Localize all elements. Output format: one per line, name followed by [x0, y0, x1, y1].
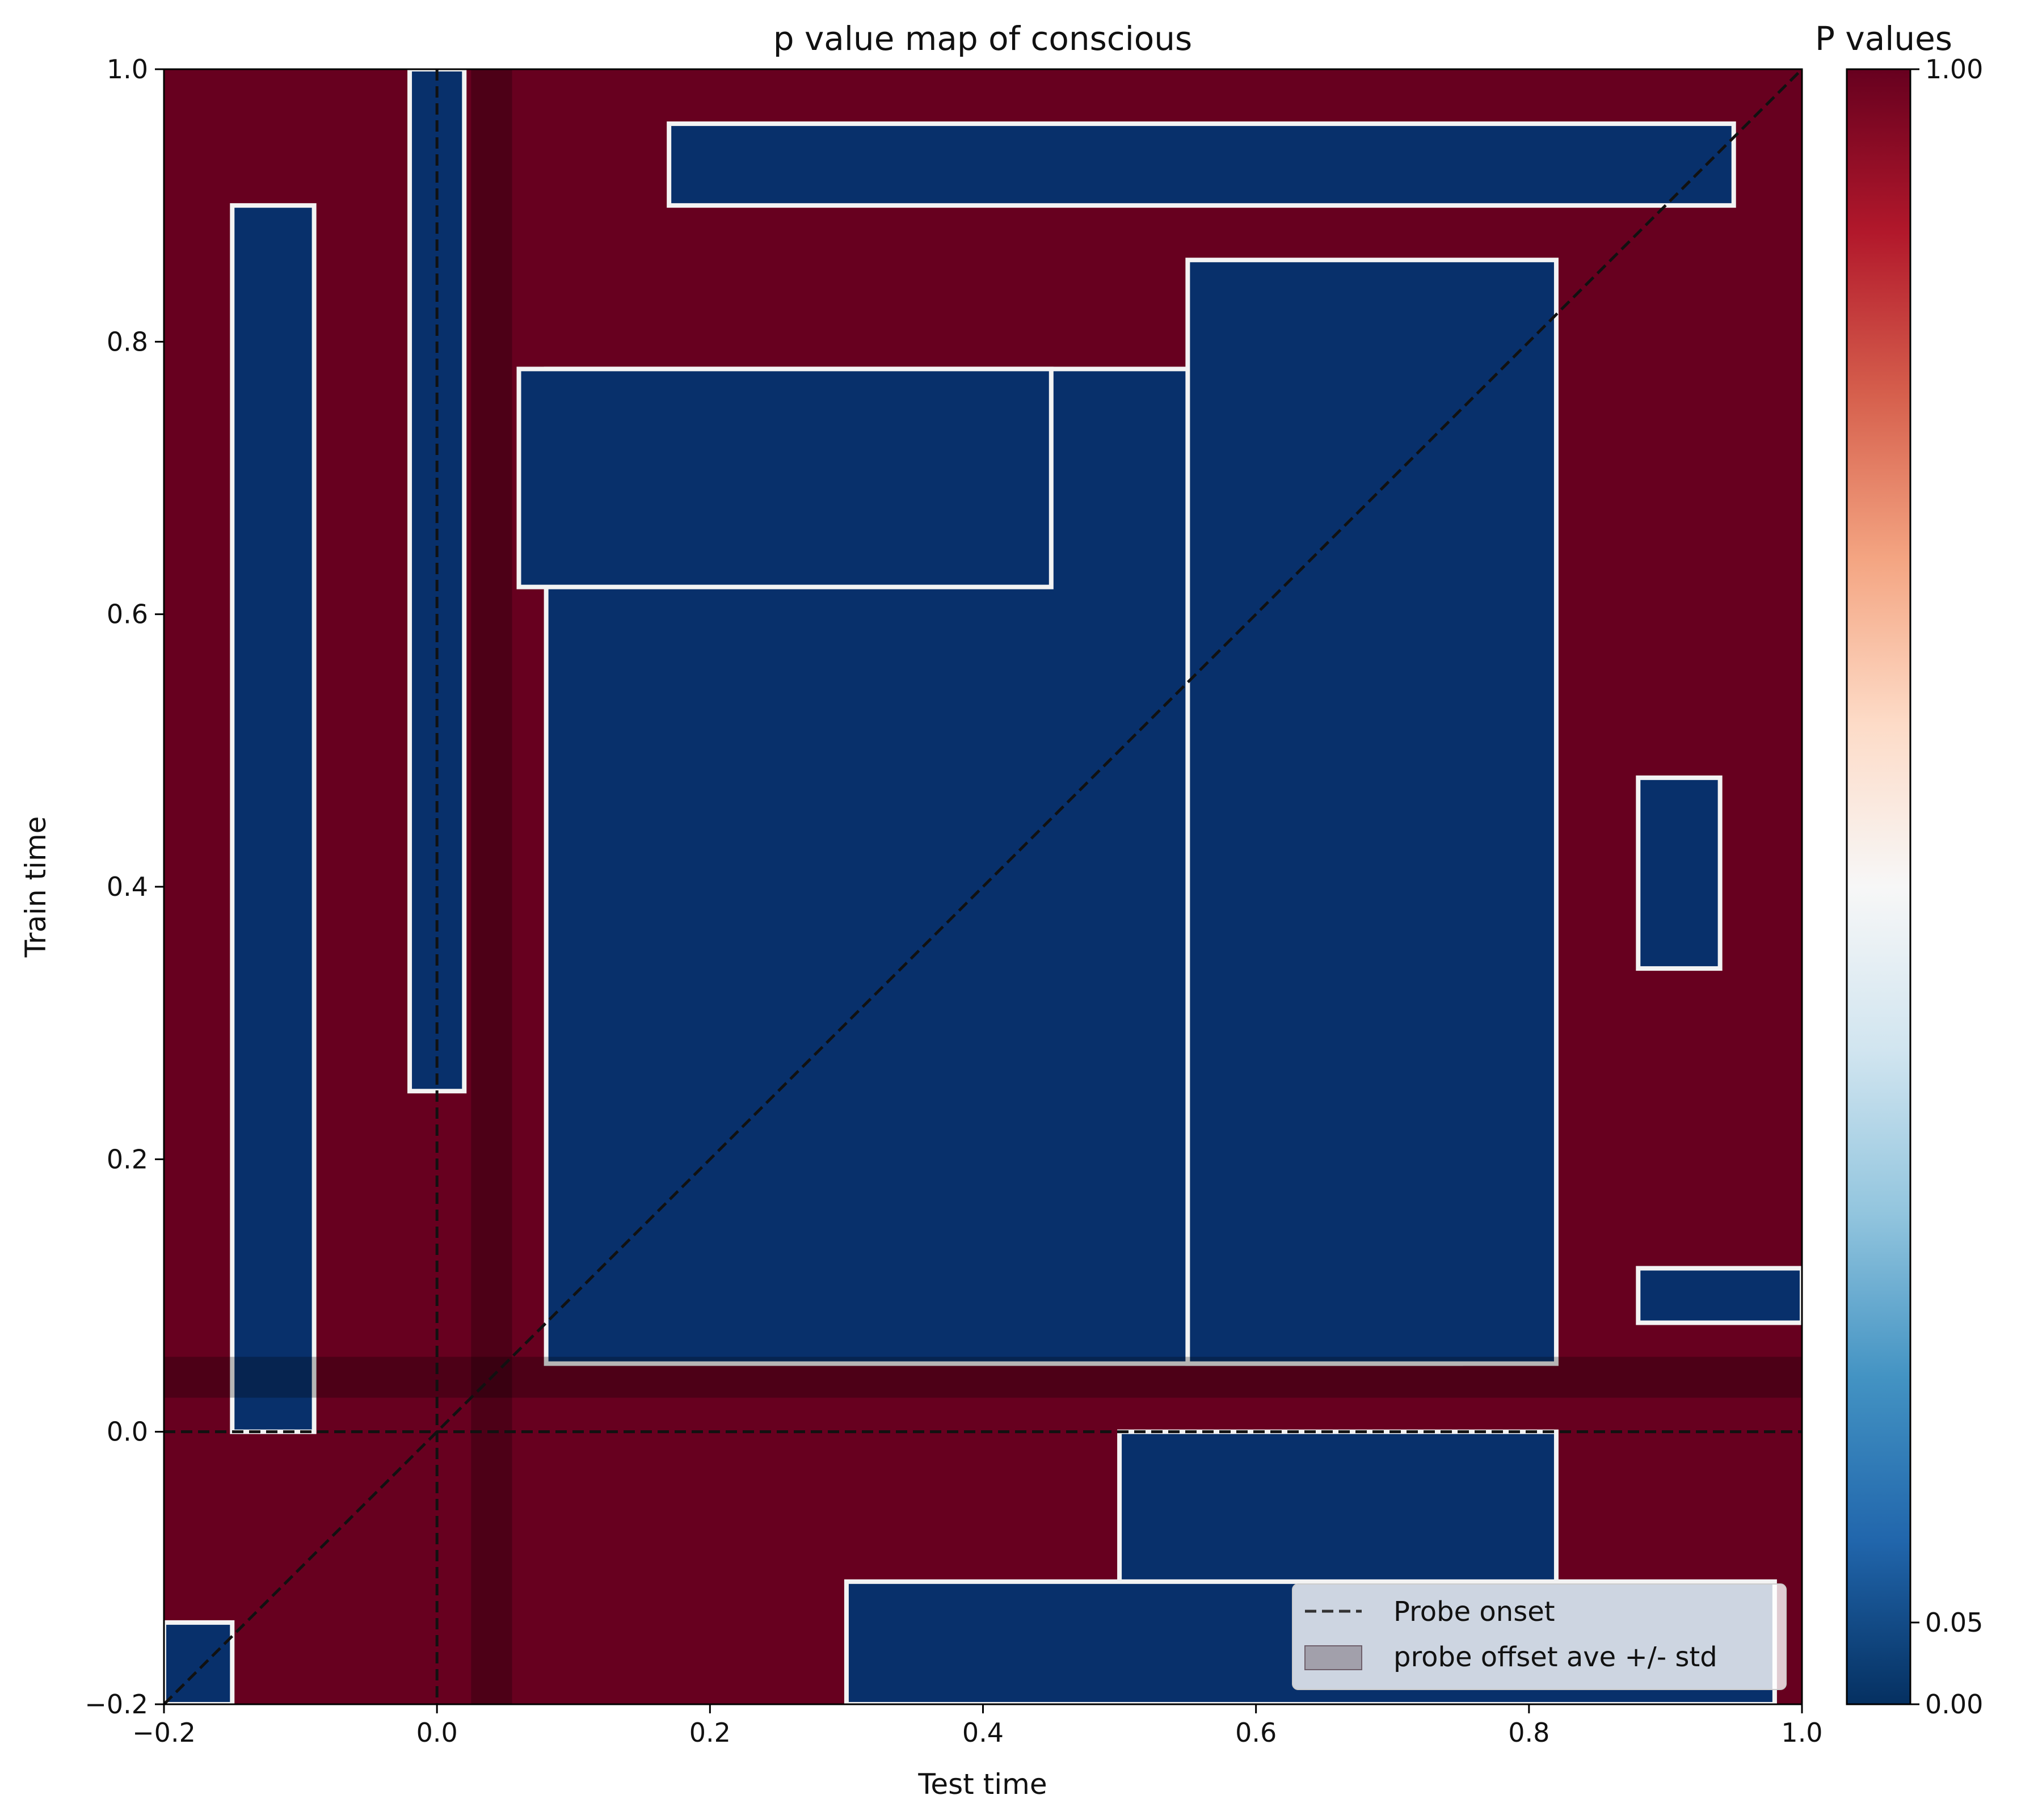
colorbar: 0.00 0.05 1.00 P values	[1815, 19, 1983, 1720]
x-axis-label: Test time	[917, 1768, 1047, 1801]
legend-box	[1292, 1583, 1787, 1690]
y-tick-label: 0.6	[107, 599, 148, 630]
y-tick-label: 0.0	[107, 1417, 148, 1447]
x-tick-label: 0.8	[1508, 1717, 1549, 1748]
colorbar-tick-label: 1.00	[1925, 54, 1983, 85]
reference-lines	[164, 69, 1802, 1704]
significant-region-6	[1117, 1429, 1559, 1598]
colorbar-tick-label: 0.00	[1925, 1689, 1983, 1720]
chart-title: p value map of conscious	[773, 19, 1193, 58]
significant-region-1	[1185, 258, 1559, 1366]
y-axis-label: Train time	[19, 816, 52, 958]
colorbar-gradient	[1846, 68, 1911, 1705]
probe-offset-band-vertical	[471, 69, 512, 1704]
significant-region-3	[230, 203, 317, 1434]
y-tick-label: 0.4	[107, 871, 148, 902]
y-tick-label: −0.2	[85, 1689, 148, 1720]
legend-label-probe-offset: probe offset ave +/- std	[1393, 1641, 1717, 1673]
significant-region-10	[1636, 775, 1723, 971]
heatmap-plot-area	[163, 68, 1803, 1705]
significant-region-5	[667, 121, 1736, 208]
legend: Probe onset probe offset ave +/- std	[1292, 1583, 1787, 1690]
y-tick-label: 0.2	[107, 1144, 148, 1174]
x-tick-label: 0.2	[689, 1717, 731, 1748]
reference-line-diagonal	[164, 69, 1802, 1704]
colorbar-title: P values	[1815, 19, 1952, 58]
colorbar-tick-label: 0.05	[1925, 1607, 1983, 1638]
y-tick-label: 0.8	[107, 326, 148, 357]
y-tick-label: 1.0	[107, 54, 148, 85]
significant-region-8	[164, 1620, 235, 1704]
legend-label-probe-onset: Probe onset	[1393, 1596, 1555, 1628]
x-tick-label: 0.0	[416, 1717, 458, 1748]
x-tick-label: 0.4	[962, 1717, 1004, 1748]
x-tick-label: 0.6	[1235, 1717, 1277, 1748]
y-axis-ticks: −0.2 0.0 0.2 0.4 0.6 0.8 1.0	[85, 54, 164, 1720]
significant-region-9	[1636, 1266, 1802, 1325]
legend-shaded-patch-swatch	[1304, 1645, 1362, 1670]
x-axis-ticks: −0.2 0.0 0.2 0.4 0.6 0.8 1.0	[132, 1704, 1823, 1748]
x-tick-label: −0.2	[132, 1717, 196, 1748]
significant-region-2	[516, 366, 1054, 589]
probe-offset-band-horizontal	[164, 1356, 1802, 1398]
colorbar-ticks: 0.00 0.05 1.00	[1910, 54, 1983, 1720]
x-tick-label: 1.0	[1781, 1717, 1822, 1748]
significant-regions	[164, 69, 1802, 1704]
